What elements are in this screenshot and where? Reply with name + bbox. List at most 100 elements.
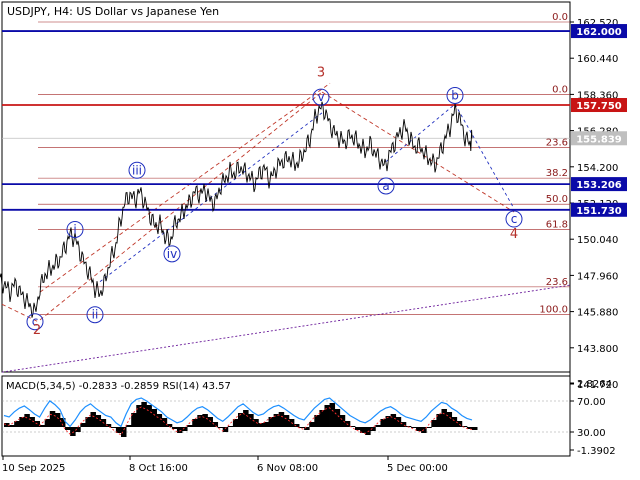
macd-bar-54 [278, 412, 285, 427]
fib-label-0: 0.0 [552, 12, 568, 23]
macd-bar-63 [324, 405, 330, 427]
level-badge-3 [571, 177, 627, 192]
macd-bar-45 [232, 419, 239, 427]
macd-bar-57 [293, 424, 300, 427]
macd-bar-71 [365, 427, 371, 435]
macd-bar-48 [248, 414, 254, 427]
macd-bar-33 [171, 427, 178, 429]
macd-bar-11 [59, 418, 66, 427]
macd-bar-3 [19, 417, 25, 427]
rsi-line [3, 397, 473, 428]
red-channel-upper [39, 82, 331, 293]
macd-bar-28 [146, 405, 152, 427]
ind-tick-label-3: -1.3902 [577, 446, 616, 457]
fib-label-5: 61.8 [546, 219, 568, 230]
fib-lower-label-0: 23.6 [546, 277, 568, 288]
macd-bar-55 [283, 415, 290, 427]
wave-blue-circle-6 [377, 177, 395, 195]
macd-bar-10 [54, 413, 61, 427]
y-tick-label-8: 145.880 [577, 308, 618, 319]
macd-bar-25 [131, 413, 137, 427]
level-badge-0 [571, 24, 627, 39]
x-tick-label-2: 6 Nov 08:00 [257, 463, 318, 474]
indicator-axis: 2.8264 70.00 30.00 -1.3902 [570, 379, 616, 457]
wave-blue-circle-1 [66, 220, 84, 238]
macd-bar-66 [339, 415, 346, 427]
y-tick-label-6: 150.040 [577, 235, 618, 246]
x-tick-label-0: 10 Sep 2025 [2, 463, 65, 474]
wave-blue-circle-4 [163, 245, 181, 263]
blue-ab-line [385, 103, 456, 162]
wave-blue-circle-3 [128, 161, 146, 179]
macd-bar-22 [115, 427, 122, 433]
macd-bar-75 [385, 416, 392, 427]
red-correction-line [321, 91, 515, 213]
macd-bar-86 [441, 409, 447, 427]
y-tick-label-9: 143.800 [577, 344, 618, 355]
macd-bar-20 [105, 424, 112, 427]
wave-red-label-1: 3 [317, 65, 325, 80]
macd-bar-8 [44, 419, 51, 427]
macd-bar-80 [410, 427, 417, 428]
wave-blue-label-4: iv [167, 247, 177, 261]
ind-tick-label-2: 30.00 [577, 428, 606, 439]
macd-bar-30 [156, 414, 163, 427]
macd-bar-60 [309, 422, 315, 427]
macd-bar-42 [217, 427, 224, 428]
macd-bar-58 [299, 427, 305, 428]
macd-bar-76 [390, 414, 397, 427]
macd-bar-21 [110, 427, 117, 428]
macd-bar-17 [90, 412, 96, 427]
macd-bar-13 [70, 427, 76, 436]
macd-bar-87 [446, 412, 453, 427]
wave-red-label-0: 2 [33, 323, 41, 338]
macd-bar-83 [426, 427, 432, 428]
macd-bar-16 [85, 417, 91, 427]
main-panel-frame [1, 1, 571, 373]
blue-bc-line [454, 103, 515, 209]
macd-bar-38 [197, 415, 203, 427]
level-badge-text-3: 153.206 [576, 180, 622, 191]
macd-bar-32 [166, 424, 173, 427]
macd-bar-47 [243, 410, 249, 427]
fib-label-2: 23.6 [546, 138, 568, 149]
macd-bar-77 [395, 417, 402, 427]
fib-label-1: 0.0 [552, 84, 568, 95]
macd-bar-44 [227, 426, 234, 427]
wave-blue-label-8: c [511, 212, 518, 226]
macd-bar-59 [304, 427, 310, 430]
macd-bar-12 [65, 427, 71, 430]
macd-bar-78 [400, 422, 407, 427]
macd-bar-41 [212, 422, 219, 427]
price-series [0, 101, 473, 318]
ind-tick-label-0: 2.8264 [577, 379, 612, 390]
macd-bar-26 [136, 405, 142, 427]
macd-bar-70 [360, 427, 366, 433]
macd-bar-40 [207, 417, 213, 427]
wave-blue-label-5: v [317, 90, 324, 104]
macd-bar-50 [258, 423, 264, 427]
macd-bar-84 [431, 420, 437, 427]
fib-label-4: 50.0 [546, 194, 568, 205]
indicator-label: MACD(5,34,5) -0.2833 -0.2859 RSI(14) 43.… [6, 381, 231, 392]
price-line [0, 101, 473, 318]
y-tick-label-10: 141.720 [577, 380, 618, 391]
macd-bar-88 [451, 417, 458, 427]
macd-bar-64 [329, 403, 336, 427]
macd-bar-74 [380, 419, 386, 427]
level-badge-1 [571, 98, 627, 113]
level-badges: 162.000 157.750 155.839 153.206 151.730 [571, 24, 627, 217]
level-badge-text-1: 157.750 [576, 101, 622, 112]
macd-bar-37 [192, 419, 198, 427]
y-tick-label-4: 154.200 [577, 163, 618, 174]
macd-bar-7 [39, 425, 46, 427]
macd-bar-53 [273, 414, 280, 427]
macd-bar-81 [416, 427, 422, 431]
wave-blue-circle-8 [505, 210, 523, 228]
macd-bar-43 [222, 427, 229, 432]
macd-bar-90 [461, 426, 468, 427]
y-tick-label-1: 160.440 [577, 54, 618, 65]
macd-bar-15 [80, 423, 86, 427]
